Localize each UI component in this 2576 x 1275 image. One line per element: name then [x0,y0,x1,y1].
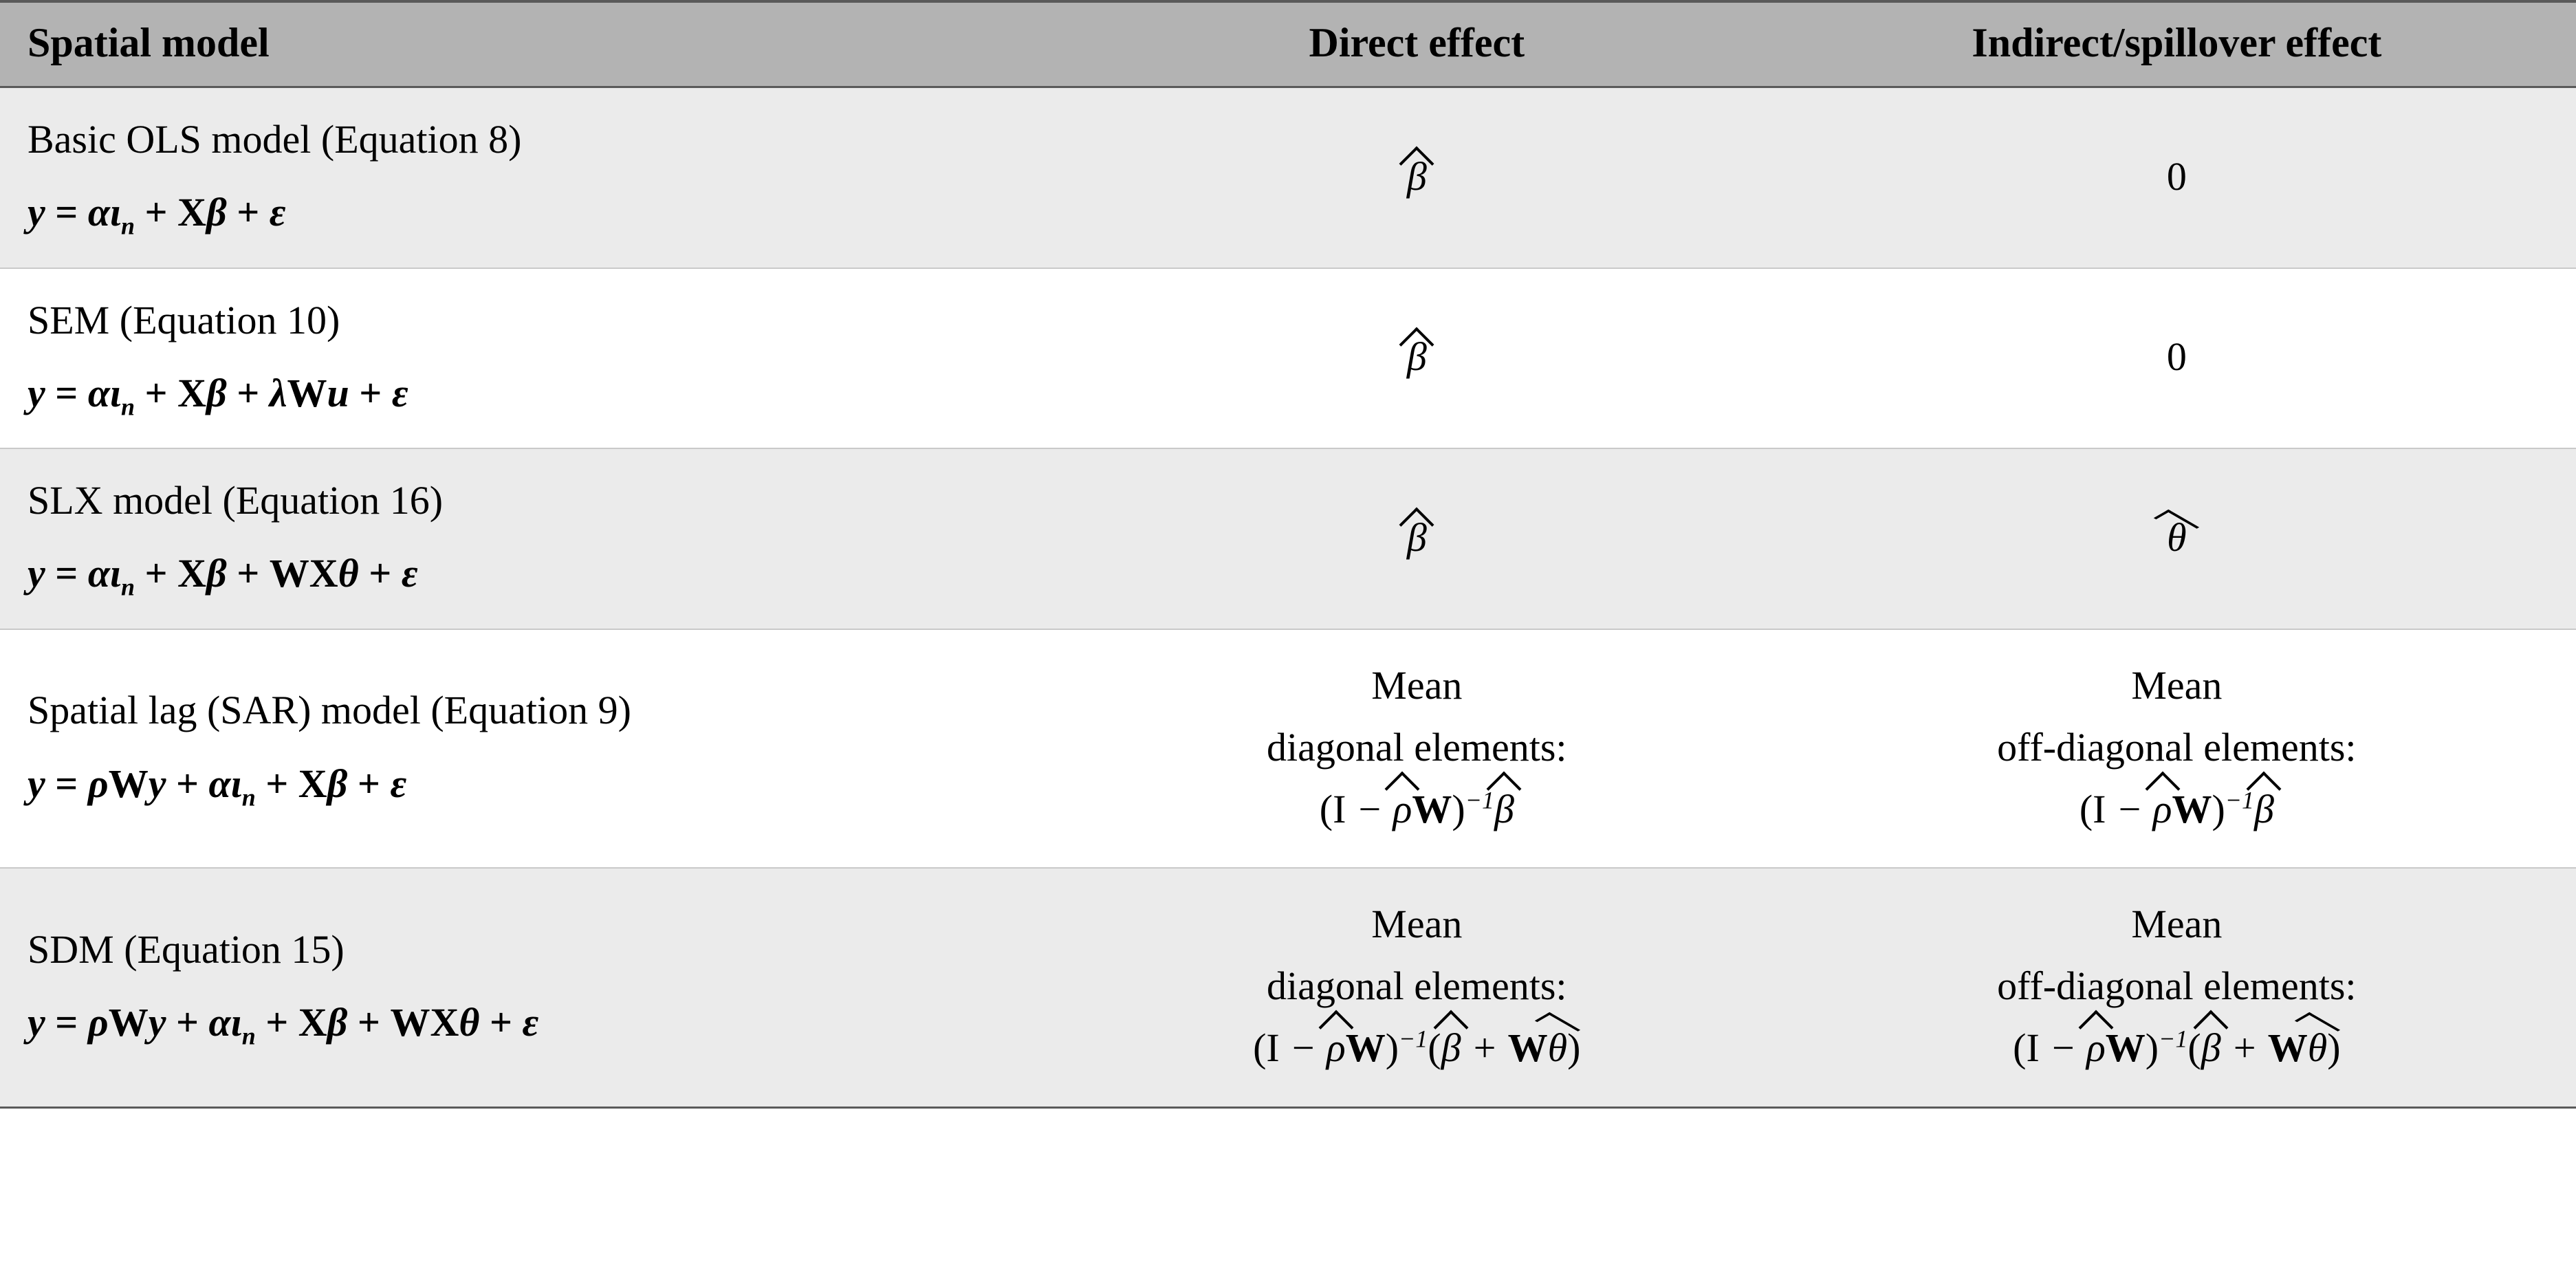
model-equation: y = ρWy + αιn + Xβ + WXθ + ε [28,996,1029,1049]
cell-indirect-effect: θ [1778,448,2576,629]
table-row: Basic OLS model (Equation 8) y = αιn + Xβ… [0,87,2576,268]
cell-model: Spatial lag (SAR) model (Equation 9) y = … [0,629,1056,869]
model-equation: y = αιn + Xβ + λWu + ε [28,367,1029,420]
col-header-direct: Direct effect [1056,1,1778,87]
header-row: Spatial model Direct effect Indirect/spi… [0,1,2576,87]
table-body: Basic OLS model (Equation 8) y = αιn + Xβ… [0,87,2576,1108]
cell-direct-effect: Meandiagonal elements:(I − ρW)−1(β + Wθ) [1056,868,1778,1107]
model-title: SDM (Equation 15) [28,923,1029,977]
cell-indirect-effect: Meanoff-diagonal elements:(I − ρW)−1β [1778,629,2576,869]
spatial-effects-table: Spatial model Direct effect Indirect/spi… [0,0,2576,1109]
model-title: Basic OLS model (Equation 8) [28,113,1029,166]
cell-indirect-effect: 0 [1778,87,2576,268]
cell-model: SEM (Equation 10) y = αιn + Xβ + λWu + ε [0,268,1056,449]
cell-model: SDM (Equation 15) y = ρWy + αιn + Xβ + WX… [0,868,1056,1107]
table-row: SDM (Equation 15) y = ρWy + αιn + Xβ + WX… [0,868,2576,1107]
col-header-indirect: Indirect/spillover effect [1778,1,2576,87]
col-header-model: Spatial model [0,1,1056,87]
spatial-effects-table-container: Spatial model Direct effect Indirect/spi… [0,0,2576,1109]
cell-direct-effect: β [1056,268,1778,449]
table-row: SEM (Equation 10) y = αιn + Xβ + λWu + ε β… [0,268,2576,449]
model-title: Spatial lag (SAR) model (Equation 9) [28,684,1029,737]
model-equation: y = αιn + Xβ + WXθ + ε [28,547,1029,600]
table-row: SLX model (Equation 16) y = αιn + Xβ + WX… [0,448,2576,629]
model-title: SLX model (Equation 16) [28,474,1029,527]
model-title: SEM (Equation 10) [28,294,1029,347]
cell-direct-effect: β [1056,87,1778,268]
cell-direct-effect: β [1056,448,1778,629]
model-equation: y = αιn + Xβ + ε [28,186,1029,239]
cell-indirect-effect: Meanoff-diagonal elements:(I − ρW)−1(β +… [1778,868,2576,1107]
table-head: Spatial model Direct effect Indirect/spi… [0,1,2576,87]
model-equation: y = ρWy + αιn + Xβ + ε [28,757,1029,811]
table-row: Spatial lag (SAR) model (Equation 9) y = … [0,629,2576,869]
cell-model: Basic OLS model (Equation 8) y = αιn + Xβ… [0,87,1056,268]
cell-model: SLX model (Equation 16) y = αιn + Xβ + WX… [0,448,1056,629]
cell-direct-effect: Meandiagonal elements:(I − ρW)−1β [1056,629,1778,869]
cell-indirect-effect: 0 [1778,268,2576,449]
